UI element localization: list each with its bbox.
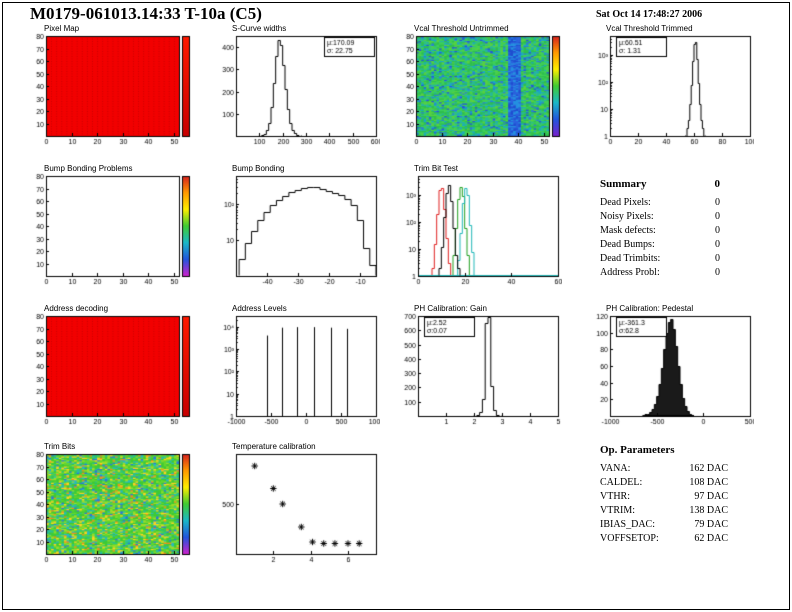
vcal-untrimmed-chart — [400, 33, 562, 147]
op-parameter-row-label: CALDEL: — [600, 477, 643, 488]
chart-title: Bump Bonding Problems — [44, 164, 133, 173]
summary-heading-row: Summary 0 — [600, 178, 720, 190]
op-parameter-row-value: 62 DAC — [694, 533, 728, 544]
op-parameters-block: Op. Parameters VANA: 162 DAC CALDEL: 108 DA… — [600, 444, 728, 547]
op-parameter-row-label: IBIAS_DAC: — [600, 519, 656, 530]
panel-address-decoding: Address decoding — [30, 304, 194, 428]
panel-ph-pedestal: PH Calibration: Pedestal — [592, 304, 756, 428]
ph-gain-chart — [400, 313, 562, 427]
pixel-map-chart — [30, 33, 192, 147]
op-parameter-row-label: VANA: — [600, 463, 631, 474]
summary-heading: Summary — [600, 178, 647, 190]
panel-bump-bonding-problems: Bump Bonding Problems — [30, 164, 194, 288]
chart-title: Address decoding — [44, 304, 109, 313]
panel-vcal-trimmed: Vcal Threshold Trimmed — [592, 24, 756, 148]
summary-row-value: 0 — [715, 225, 720, 236]
scurve-widths-chart — [218, 33, 380, 147]
summary-row-label: Dead Trimbits: — [600, 253, 661, 264]
trim-bit-test-chart — [400, 173, 562, 287]
summary-row-value: 0 — [715, 211, 720, 222]
address-levels-chart — [218, 313, 380, 427]
summary-row-label: Address Probl: — [600, 267, 660, 278]
summary-row-label: Mask defects: — [600, 225, 656, 236]
summary-row: Address Probl: 0 — [600, 267, 720, 278]
summary-rows: Dead Pixels: 0 Noisy Pixels: 0 Mask defects:… — [600, 197, 720, 278]
chart-title: Temperature calibration — [232, 442, 316, 451]
op-parameter-row: VTRIM: 138 DAC — [600, 505, 728, 516]
chart-title: Trim Bits — [44, 442, 76, 451]
panel-scurve-widths: S-Curve widths — [218, 24, 382, 148]
panel-ph-gain: PH Calibration: Gain — [400, 304, 564, 428]
summary-row: Dead Trimbits: 0 — [600, 253, 720, 264]
summary-row-value: 0 — [715, 253, 720, 264]
summary-row-label: Dead Pixels: — [600, 197, 651, 208]
op-parameter-rows: VANA: 162 DAC CALDEL: 108 DAC VTHR: 97 DAC VTR… — [600, 463, 728, 544]
op-parameter-row: VOFFSETOP: 62 DAC — [600, 533, 728, 544]
op-parameter-row: VTHR: 97 DAC — [600, 491, 728, 502]
temperature-calibration-chart — [218, 451, 380, 565]
op-parameter-row-value: 79 DAC — [694, 519, 728, 530]
panel-temperature-calibration: Temperature calibration — [218, 442, 382, 566]
panel-bump-bonding: Bump Bonding — [218, 164, 382, 288]
panel-vcal-untrimmed: Vcal Threshold Untrimmed — [400, 24, 564, 148]
vcal-trimmed-chart — [592, 33, 754, 147]
op-parameter-row-value: 108 DAC — [689, 477, 728, 488]
summary-row-label: Noisy Pixels: — [600, 211, 654, 222]
chart-title: Vcal Threshold Untrimmed — [414, 24, 509, 33]
page-title: M0179-061013.14:33 T-10a (C5) — [30, 4, 262, 23]
summary-row: Noisy Pixels: 0 — [600, 211, 720, 222]
summary-row: Mask defects: 0 — [600, 225, 720, 236]
chart-title: PH Calibration: Pedestal — [606, 304, 694, 313]
op-parameter-row-value: 162 DAC — [689, 463, 728, 474]
chart-title: Bump Bonding — [232, 164, 285, 173]
chart-title: PH Calibration: Gain — [414, 304, 487, 313]
chart-title: Trim Bit Test — [414, 164, 459, 173]
summary-row: Dead Pixels: 0 — [600, 197, 720, 208]
op-parameter-row: CALDEL: 108 DAC — [600, 477, 728, 488]
op-parameters-heading: Op. Parameters — [600, 444, 675, 456]
chart-title: Address Levels — [232, 304, 287, 313]
bump-bonding-problems-chart — [30, 173, 192, 287]
op-parameters-heading-row: Op. Parameters — [600, 444, 728, 456]
summary-row-label: Dead Bumps: — [600, 239, 655, 250]
summary-row-value: 0 — [715, 267, 720, 278]
panel-trim-bit-test: Trim Bit Test — [400, 164, 564, 288]
op-parameter-row-label: VTRIM: — [600, 505, 635, 516]
op-parameter-row-label: VTHR: — [600, 491, 630, 502]
chart-title: S-Curve widths — [232, 24, 287, 33]
panel-address-levels: Address Levels — [218, 304, 382, 428]
chart-title: Pixel Map — [44, 24, 80, 33]
panel-trim-bits: Trim Bits — [30, 442, 194, 566]
op-parameter-row-value: 138 DAC — [689, 505, 728, 516]
date-stamp: Sat Oct 14 17:48:27 2006 — [596, 9, 703, 20]
op-parameter-row-value: 97 DAC — [694, 491, 728, 502]
panel-pixel-map: Pixel Map — [30, 24, 194, 148]
summary-row: Dead Bumps: 0 — [600, 239, 720, 250]
op-parameter-row-label: VOFFSETOP: — [600, 533, 659, 544]
summary-row-value: 0 — [715, 197, 720, 208]
bump-bonding-chart — [218, 173, 380, 287]
address-decoding-chart — [30, 313, 192, 427]
op-parameter-row: IBIAS_DAC: 79 DAC — [600, 519, 728, 530]
op-parameter-row: VANA: 162 DAC — [600, 463, 728, 474]
summary-block: Summary 0 Dead Pixels: 0 Noisy Pixels: 0 Mas… — [600, 178, 720, 281]
trim-bits-chart — [30, 451, 192, 565]
ph-pedestal-chart — [592, 313, 754, 427]
summary-row-value: 0 — [715, 239, 720, 250]
chart-title: Vcal Threshold Trimmed — [606, 24, 693, 33]
summary-total: 0 — [714, 178, 721, 190]
